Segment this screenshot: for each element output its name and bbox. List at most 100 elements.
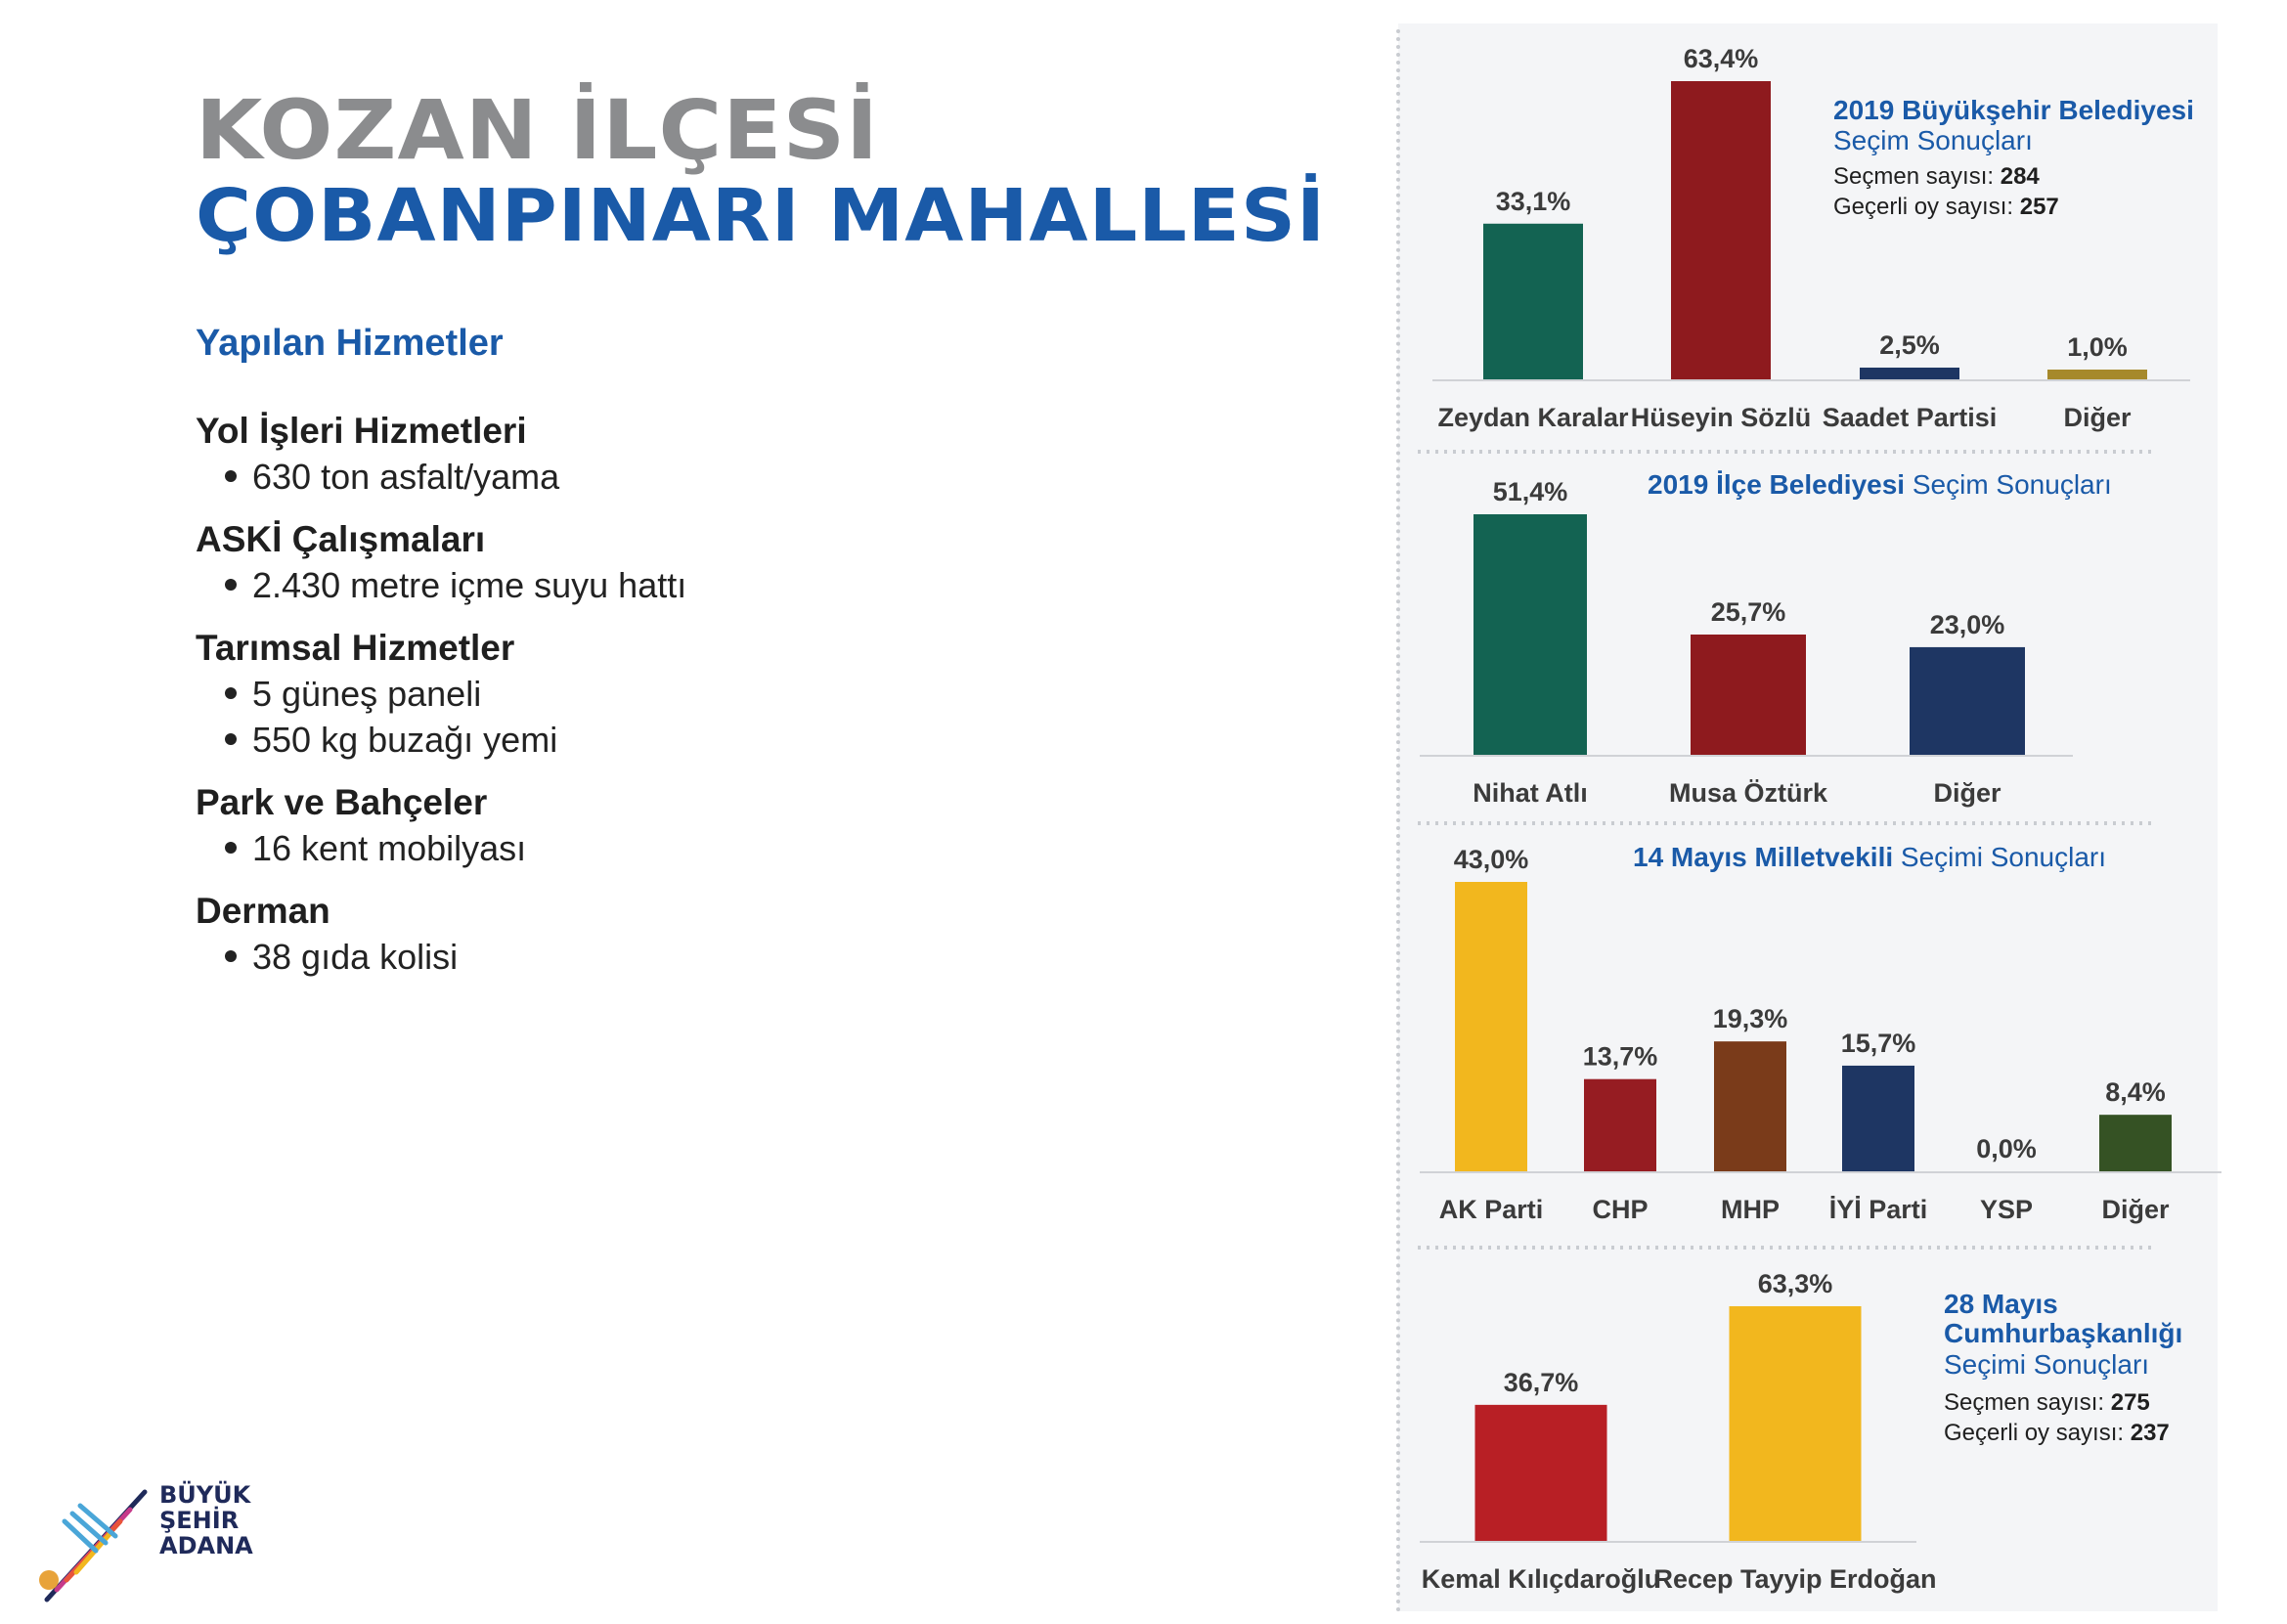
emblem-icon bbox=[39, 1570, 59, 1590]
logo-stripes-icon bbox=[39, 1489, 148, 1602]
chart-title-bold: 14 Mayıs Milletvekili bbox=[1633, 842, 1901, 872]
logo-text-line1: BÜYÜK bbox=[159, 1481, 251, 1509]
chart-bar bbox=[1860, 367, 1959, 379]
chart-meta-line: Seçmen sayısı: 284 bbox=[1833, 163, 2040, 190]
meta-value: 237 bbox=[2131, 1420, 2170, 1446]
category-label: Diğer bbox=[2063, 403, 2132, 432]
bar-value-label: 33,1% bbox=[1496, 187, 1571, 216]
bullet-icon bbox=[225, 687, 237, 700]
service-item: 38 gıda kolisi bbox=[196, 934, 1076, 980]
bar-value-label: 15,7% bbox=[1841, 1029, 1916, 1058]
chart-bar bbox=[1910, 646, 2025, 755]
bar-value-label: 36,7% bbox=[1504, 1368, 1579, 1397]
bar-value-label: 13,7% bbox=[1583, 1042, 1658, 1072]
logo: BÜYÜK ŞEHİR ADANA bbox=[37, 1482, 262, 1619]
category-label: Diğer bbox=[1933, 778, 2001, 808]
bar-value-label: 63,3% bbox=[1758, 1269, 1833, 1298]
chart-bar bbox=[1691, 635, 1806, 755]
page-title-district: KOZAN İLÇESİ bbox=[196, 82, 880, 178]
chart-bar bbox=[1483, 223, 1583, 379]
service-item-text: 16 kent mobilyası bbox=[252, 828, 527, 868]
service-item: 16 kent mobilyası bbox=[196, 825, 1076, 871]
category-label: Nihat Atlı bbox=[1473, 778, 1588, 808]
bar-value-label: 8,4% bbox=[2105, 1077, 2166, 1107]
chart-title-normal: Seçim Sonuçları bbox=[1833, 125, 2033, 155]
service-group: Yol İşleri Hizmetleri 630 ton asfalt/yama bbox=[196, 409, 1076, 500]
chart-title-normal: Seçimi Sonuçları bbox=[1944, 1349, 2149, 1380]
meta-value: 275 bbox=[2111, 1389, 2150, 1416]
chart-title-normal: Seçimi Sonuçları bbox=[1901, 842, 2106, 872]
bar-value-label: 19,3% bbox=[1713, 1004, 1788, 1033]
category-label: Zeydan Karalar bbox=[1437, 403, 1629, 432]
meta-label: Geçerli oy sayısı: bbox=[1944, 1420, 2131, 1446]
category-label: Hüseyin Sözlü bbox=[1631, 403, 1812, 432]
chart-bar bbox=[1671, 81, 1771, 379]
chart-bar bbox=[1729, 1306, 1862, 1541]
chart-title: 2019 İlçe Belediyesi Seçim Sonuçları bbox=[1648, 469, 2112, 500]
service-item-text: 38 gıda kolisi bbox=[252, 937, 459, 977]
chart-meta-line: Geçerli oy sayısı: 257 bbox=[1833, 194, 2059, 220]
service-item: 5 güneş paneli bbox=[196, 671, 1076, 717]
chart-bar bbox=[1473, 514, 1587, 755]
category-label: Kemal Kılıçdaroğlu bbox=[1422, 1564, 1661, 1594]
chart-bar bbox=[1455, 882, 1527, 1171]
chart-title-bold: Cumhurbaşkanlığı bbox=[1944, 1318, 2182, 1348]
service-group: ASKİ Çalışmaları 2.430 metre içme suyu ha… bbox=[196, 517, 1076, 608]
service-group: Park ve Bahçeler 16 kent mobilyası bbox=[196, 780, 1076, 871]
service-item: 630 ton asfalt/yama bbox=[196, 454, 1076, 500]
bar-value-label: 51,4% bbox=[1493, 477, 1568, 506]
chart-bar bbox=[2099, 1115, 2172, 1171]
service-group-title: Tarımsal Hizmetler bbox=[196, 628, 515, 668]
bar-value-label: 43,0% bbox=[1454, 845, 1529, 874]
logo-text-line2: ŞEHİR bbox=[159, 1507, 240, 1534]
chart-bar bbox=[1714, 1041, 1786, 1171]
service-group-title: Yol İşleri Hizmetleri bbox=[196, 411, 527, 451]
category-label: Saadet Partisi bbox=[1823, 403, 1998, 432]
chart-bar bbox=[1584, 1078, 1656, 1171]
category-label: CHP bbox=[1592, 1195, 1648, 1224]
bar-value-label: 63,4% bbox=[1684, 44, 1759, 73]
service-group-title: Derman bbox=[196, 891, 330, 931]
service-item: 2.430 metre içme suyu hattı bbox=[196, 562, 1076, 608]
category-label: Musa Öztürk bbox=[1669, 778, 1828, 808]
services-heading: Yapılan Hizmetler bbox=[196, 323, 504, 364]
category-label: Diğer bbox=[2101, 1195, 2170, 1224]
meta-label: Geçerli oy sayısı: bbox=[1833, 194, 2020, 220]
service-group-title: Park ve Bahçeler bbox=[196, 782, 488, 822]
category-label: Recep Tayyip Erdoğan bbox=[1653, 1564, 1936, 1594]
service-item: 550 kg buzağı yemi bbox=[196, 717, 1076, 763]
meta-label: Seçmen sayısı: bbox=[1833, 163, 2001, 190]
service-item-text: 2.430 metre içme suyu hattı bbox=[252, 565, 687, 605]
chart-bar bbox=[2047, 370, 2147, 379]
logo-text-line3: ADANA bbox=[159, 1532, 253, 1559]
service-group: Derman 38 gıda kolisi bbox=[196, 889, 1076, 980]
bar-value-label: 25,7% bbox=[1711, 597, 1786, 627]
chart-meta-line: Seçmen sayısı: 275 bbox=[1944, 1389, 2150, 1416]
bullet-icon bbox=[225, 470, 237, 483]
bar-value-label: 0,0% bbox=[1976, 1134, 2037, 1163]
chart-title-bold: 28 Mayıs bbox=[1944, 1289, 2058, 1319]
category-label: İYİ Parti bbox=[1829, 1195, 1928, 1224]
service-item-text: 630 ton asfalt/yama bbox=[252, 457, 560, 497]
bullet-icon bbox=[225, 842, 237, 855]
meta-value: 257 bbox=[2020, 194, 2059, 220]
service-group: Tarımsal Hizmetler 5 güneş paneli 550 kg b… bbox=[196, 626, 1076, 763]
chart-bar bbox=[1842, 1065, 1914, 1171]
chart-title-bold: 2019 İlçe Belediyesi bbox=[1648, 469, 1913, 500]
bar-value-label: 23,0% bbox=[1930, 610, 2005, 639]
chart-title: 14 Mayıs Milletvekili Seçimi Sonuçları bbox=[1633, 842, 2106, 872]
category-label: MHP bbox=[1721, 1195, 1780, 1224]
meta-value: 284 bbox=[2001, 163, 2041, 190]
chart-bar bbox=[1474, 1404, 1607, 1541]
page-title-neighborhood: ÇOBANPINARI MAHALLESİ bbox=[196, 174, 1326, 258]
service-item-text: 5 güneş paneli bbox=[252, 674, 482, 714]
bullet-icon bbox=[225, 733, 237, 746]
service-group-title: ASKİ Çalışmaları bbox=[196, 519, 486, 559]
service-item-text: 550 kg buzağı yemi bbox=[252, 720, 558, 760]
bar-value-label: 1,0% bbox=[2067, 332, 2128, 362]
chart-meta-line: Geçerli oy sayısı: 237 bbox=[1944, 1420, 2170, 1446]
bullet-icon bbox=[225, 579, 237, 592]
meta-label: Seçmen sayısı: bbox=[1944, 1389, 2111, 1416]
bullet-icon bbox=[225, 950, 237, 963]
